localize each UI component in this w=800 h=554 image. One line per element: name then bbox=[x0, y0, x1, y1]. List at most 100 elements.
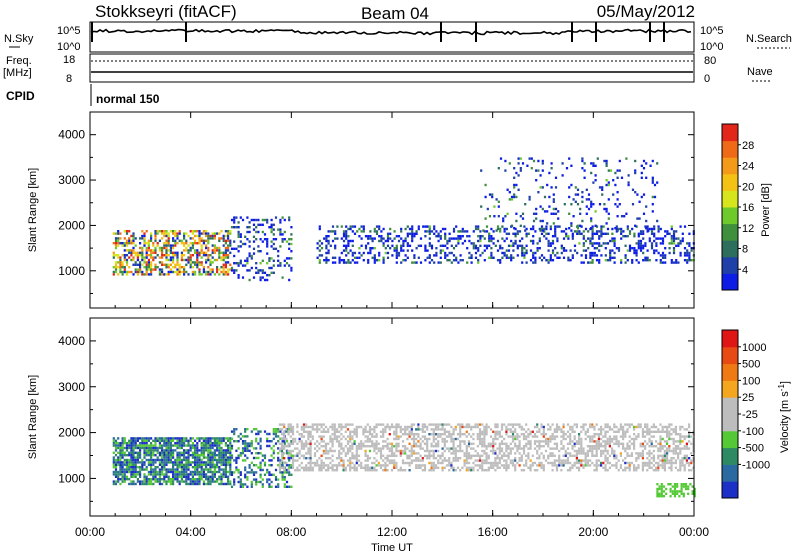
range-cell bbox=[496, 464, 499, 467]
range-cell bbox=[279, 471, 282, 474]
range-cell bbox=[327, 466, 330, 469]
range-cell bbox=[239, 471, 242, 474]
range-cell bbox=[288, 485, 291, 488]
range-cell bbox=[279, 228, 282, 231]
range-cell bbox=[139, 242, 142, 245]
range-cell bbox=[119, 256, 122, 259]
range-cell bbox=[207, 456, 210, 459]
range-cell bbox=[571, 232, 574, 235]
range-cell bbox=[492, 449, 495, 453]
range-cell bbox=[591, 225, 594, 228]
range-cell bbox=[611, 256, 614, 259]
range-cell bbox=[483, 437, 486, 441]
range-cell bbox=[145, 451, 148, 454]
range-cell bbox=[112, 254, 115, 257]
range-cell bbox=[237, 480, 240, 484]
range-cell bbox=[250, 485, 253, 488]
range-cell bbox=[507, 428, 510, 431]
range-cell bbox=[628, 454, 631, 457]
range-cell bbox=[491, 195, 494, 199]
range-cell bbox=[611, 464, 614, 467]
range-cell bbox=[483, 259, 486, 262]
range-cell bbox=[123, 256, 126, 259]
range-cell bbox=[331, 440, 334, 443]
range-cell bbox=[252, 240, 256, 243]
range-cell bbox=[581, 200, 584, 203]
range-cell bbox=[567, 259, 570, 262]
range-cell bbox=[411, 261, 414, 264]
range-cell bbox=[185, 473, 188, 476]
range-cell bbox=[285, 452, 289, 455]
range-cell bbox=[580, 452, 583, 455]
range-cell bbox=[331, 239, 335, 243]
range-cell bbox=[198, 232, 201, 235]
range-cell bbox=[527, 442, 530, 445]
range-cell bbox=[457, 230, 460, 233]
range-cell bbox=[185, 470, 188, 474]
range-cell bbox=[532, 239, 535, 243]
range-cell bbox=[498, 442, 501, 445]
range-cell bbox=[540, 445, 543, 448]
range-cell bbox=[152, 244, 155, 247]
range-cell bbox=[388, 425, 391, 429]
range-cell bbox=[183, 442, 186, 445]
ytick-label: 3000 bbox=[58, 173, 85, 187]
range-cell bbox=[156, 244, 159, 247]
range-cell bbox=[189, 230, 192, 233]
range-cell bbox=[423, 437, 427, 441]
range-cell bbox=[327, 452, 330, 455]
range-cell bbox=[423, 464, 427, 467]
range-cell bbox=[338, 423, 341, 426]
range-cell bbox=[655, 440, 658, 443]
range-cell bbox=[143, 261, 146, 264]
range-cell bbox=[614, 227, 617, 230]
range-cell bbox=[191, 242, 194, 245]
range-cell bbox=[484, 217, 487, 220]
range-cell bbox=[494, 469, 497, 472]
range-cell bbox=[270, 218, 273, 222]
range-cell bbox=[191, 470, 194, 474]
range-cell bbox=[433, 254, 436, 257]
range-cell bbox=[211, 234, 214, 238]
range-cell bbox=[474, 464, 477, 467]
range-cell bbox=[587, 207, 591, 211]
range-cell bbox=[130, 258, 133, 262]
range-cell bbox=[452, 440, 455, 443]
range-cell bbox=[313, 447, 317, 450]
range-cell bbox=[320, 254, 324, 257]
range-cell bbox=[659, 440, 662, 443]
range-cell bbox=[404, 425, 407, 429]
range-cell bbox=[143, 461, 146, 464]
range-cell bbox=[202, 251, 205, 254]
range-cell bbox=[380, 235, 383, 238]
range-cell bbox=[117, 437, 120, 440]
range-cell bbox=[538, 227, 541, 231]
range-cell bbox=[132, 468, 135, 471]
range-cell bbox=[331, 437, 334, 441]
range-cell bbox=[378, 227, 381, 231]
range-cell bbox=[605, 183, 608, 187]
range-cell bbox=[456, 433, 460, 436]
range-cell bbox=[200, 244, 203, 247]
range-cell bbox=[645, 227, 648, 230]
range-cell bbox=[248, 278, 251, 282]
range-cell bbox=[371, 440, 374, 443]
range-cell bbox=[279, 245, 282, 248]
range-cell bbox=[659, 454, 662, 457]
range-cell bbox=[165, 234, 168, 238]
range-cell bbox=[280, 445, 284, 448]
range-cell bbox=[477, 259, 480, 262]
range-cell bbox=[607, 217, 610, 220]
range-cell bbox=[580, 445, 583, 448]
range-cell bbox=[591, 259, 594, 262]
range-cell bbox=[485, 433, 488, 436]
range-cell bbox=[426, 447, 429, 450]
range-cell bbox=[586, 464, 589, 467]
range-cell bbox=[655, 469, 658, 472]
range-cell bbox=[222, 254, 225, 257]
range-cell bbox=[672, 251, 676, 255]
range-cell bbox=[121, 478, 124, 481]
range-cell bbox=[582, 235, 585, 238]
range-cell bbox=[596, 157, 599, 160]
range-cell bbox=[216, 458, 219, 462]
